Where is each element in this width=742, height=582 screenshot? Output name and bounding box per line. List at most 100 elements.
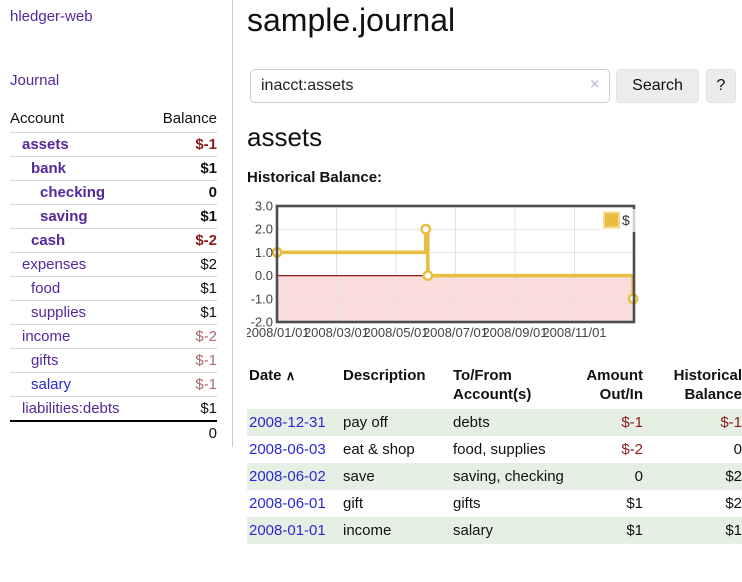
- sidebar-account-link[interactable]: gifts: [31, 351, 59, 369]
- account-heading: assets: [247, 122, 323, 152]
- search-input[interactable]: [250, 69, 610, 103]
- data-point-marker[interactable]: [422, 270, 434, 282]
- transaction-balance: 0: [733, 441, 742, 458]
- main-panel: sample.journal × Search ? assets Histori…: [244, 0, 742, 582]
- sidebar-account-balance: $-1: [148, 372, 217, 397]
- account-row: liabilities:debts $1: [10, 396, 217, 421]
- sidebar-account-balance: $2: [148, 252, 217, 277]
- account-row: supplies $1: [10, 300, 217, 325]
- sidebar-account-link[interactable]: food: [31, 279, 61, 297]
- transaction-date-link[interactable]: 2008-06-02: [249, 468, 326, 485]
- register-column-header[interactable]: Date ∧: [249, 367, 296, 384]
- sidebar-account-link[interactable]: saving: [40, 207, 88, 225]
- clear-search-icon[interactable]: ×: [590, 76, 600, 93]
- transaction-description: save: [343, 463, 453, 490]
- y-axis-tick-label: 2.0: [255, 222, 273, 237]
- sidebar-account-balance: $1: [148, 204, 217, 229]
- spacer: [10, 420, 149, 445]
- chart-title: Historical Balance:: [247, 169, 383, 186]
- sidebar-item-journal[interactable]: Journal: [10, 72, 60, 89]
- account-row: income $-2: [10, 324, 217, 349]
- register-column-header[interactable]: Amount Out/In: [586, 367, 643, 403]
- transaction-row: 2008-06-02 save saving, checking 0 $2: [247, 463, 742, 490]
- account-row: assets $-1: [10, 132, 217, 157]
- transaction-accounts: debts: [453, 409, 573, 436]
- account-row: cash $-2: [10, 228, 217, 253]
- transaction-accounts: saving, checking: [453, 463, 573, 490]
- account-cell: liabilities:debts: [10, 396, 149, 421]
- transaction-description: gift: [343, 495, 364, 512]
- sidebar-account-balance: $1: [148, 156, 217, 181]
- y-axis-tick-label: 0.0: [255, 268, 273, 283]
- sidebar-account-balance: 0: [148, 180, 217, 205]
- account-cell: salary: [10, 372, 149, 397]
- transaction-amount: $-2: [621, 441, 643, 458]
- register-column-header[interactable]: To/From Account(s): [453, 367, 532, 403]
- help-button[interactable]: ?: [706, 69, 736, 103]
- account-table-header: Account Balance: [10, 110, 217, 133]
- account-row: saving $1: [10, 204, 217, 229]
- legend-swatch: [603, 211, 620, 229]
- register-header-row: Date ∧ Description To/From Account(s) Amoun…: [247, 360, 742, 409]
- transaction-balance: $2: [643, 463, 742, 490]
- y-axis-tick-label: 3.0: [255, 200, 273, 214]
- brand-link[interactable]: hledger-web: [10, 8, 93, 25]
- transaction-balance: $1: [643, 517, 742, 544]
- sidebar-account-balance: $-1: [148, 132, 217, 157]
- transaction-date-cell: 2008-01-01: [247, 517, 343, 544]
- sidebar-account-link[interactable]: income: [22, 327, 71, 345]
- transaction-description: income: [343, 517, 453, 544]
- account-cell: cash: [10, 228, 149, 253]
- transaction-balance: $2: [725, 495, 742, 512]
- sidebar: hledger-web Journal Account Balance asse…: [0, 0, 233, 447]
- search-button[interactable]: Search: [616, 69, 699, 103]
- account-table: Account Balance assets $-1 bank $1 checking 0…: [10, 110, 217, 445]
- account-cell: income: [10, 324, 149, 349]
- transaction-row: 2008-06-01 gift gifts $1 $2: [247, 490, 742, 517]
- transaction-date-link[interactable]: 2008-01-01: [249, 522, 326, 539]
- transaction-accounts: salary: [453, 517, 573, 544]
- register-column-header[interactable]: Historical Balance: [673, 367, 742, 403]
- transaction-balance: $-1: [643, 409, 742, 436]
- x-axis-tick-label: 2008/07/01: [423, 325, 488, 340]
- total-balance: 0: [148, 420, 217, 445]
- transaction-amount: $-1: [573, 409, 643, 436]
- register-column-header[interactable]: Description: [343, 367, 426, 384]
- y-axis-tick-label: -2.0: [251, 315, 273, 330]
- y-axis-tick-label: -1.0: [251, 291, 273, 306]
- transaction-date-link[interactable]: 2008-06-01: [249, 495, 326, 512]
- transaction-date-cell: 2008-06-03: [247, 436, 343, 463]
- sidebar-account-link[interactable]: bank: [31, 159, 67, 177]
- data-point-marker[interactable]: [420, 223, 432, 235]
- transaction-accounts: gifts: [453, 495, 481, 512]
- x-axis-tick-label: 2008/11/01: [542, 325, 606, 340]
- transaction-date-cell: 2008-06-01: [247, 490, 343, 517]
- sidebar-account-link[interactable]: supplies: [31, 303, 87, 321]
- sidebar-account-balance: $-2: [148, 228, 217, 253]
- account-cell: checking: [10, 180, 149, 205]
- account-row: checking 0: [10, 180, 217, 205]
- sidebar-account-balance: $1: [148, 276, 217, 301]
- sidebar-account-balance: $1: [148, 300, 217, 325]
- sidebar-account-link[interactable]: expenses: [22, 255, 87, 273]
- transaction-description: eat & shop: [343, 441, 415, 458]
- sidebar-account-link[interactable]: cash: [31, 231, 66, 249]
- transaction-date-cell: 2008-12-31: [247, 409, 343, 436]
- search-row: × Search ?: [247, 69, 742, 103]
- transaction-amount: $1: [573, 517, 643, 544]
- account-cell: bank: [10, 156, 149, 181]
- account-cell: expenses: [10, 252, 149, 277]
- sidebar-account-link[interactable]: liabilities:debts: [22, 399, 120, 417]
- transaction-date-link[interactable]: 2008-12-31: [249, 414, 326, 431]
- account-cell: saving: [10, 204, 149, 229]
- transaction-row: 2008-12-31 pay off debts $-1 $-1: [247, 409, 742, 436]
- transaction-date-link[interactable]: 2008-06-03: [249, 441, 326, 458]
- sidebar-account-link[interactable]: checking: [40, 183, 106, 201]
- sidebar-account-link[interactable]: salary: [31, 375, 72, 393]
- sort-ascending-icon: ∧: [285, 368, 296, 383]
- sidebar-account-link[interactable]: assets: [22, 135, 69, 153]
- account-column-header: Account: [10, 110, 65, 127]
- x-axis-tick-label: 2008/01/01: [247, 325, 310, 340]
- account-cell: food: [10, 276, 149, 301]
- account-row: gifts $-1: [10, 348, 217, 373]
